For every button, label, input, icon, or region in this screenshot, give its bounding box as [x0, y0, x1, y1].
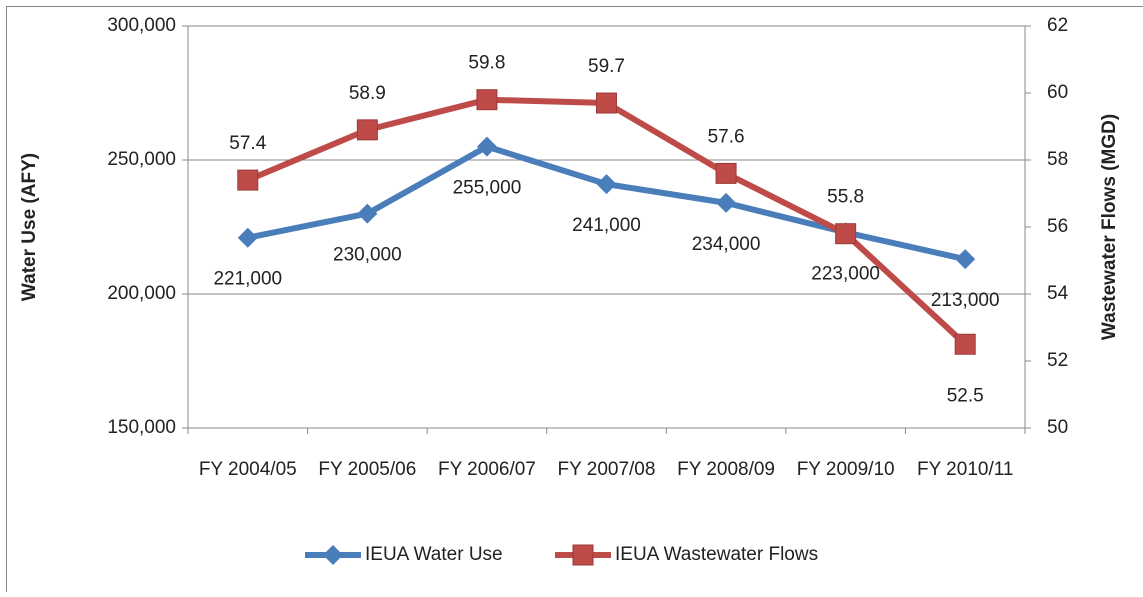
x-tick-label: FY 2005/06 — [318, 459, 416, 480]
y2-tick-label: 58 — [1047, 149, 1068, 170]
y2-tick-label: 54 — [1047, 283, 1069, 304]
data-label: 59.8 — [468, 53, 505, 74]
data-label: 241,000 — [572, 215, 641, 236]
data-point — [477, 90, 497, 110]
data-label: 230,000 — [333, 245, 402, 266]
data-label: 213,000 — [931, 290, 1000, 311]
data-point — [716, 163, 736, 183]
legend-marker — [573, 545, 593, 565]
data-point — [357, 120, 377, 140]
y2-tick-label: 50 — [1047, 417, 1068, 438]
x-tick-label: FY 2007/08 — [558, 459, 656, 480]
data-label: 58.9 — [349, 83, 386, 104]
data-label: 57.6 — [708, 126, 745, 147]
x-tick-label: FY 2010/11 — [917, 459, 1013, 480]
data-point — [836, 224, 856, 244]
y-tick-label: 150,000 — [107, 417, 176, 438]
data-label: 223,000 — [811, 263, 880, 284]
y2-tick-label: 60 — [1047, 82, 1068, 103]
x-tick-label: FY 2009/10 — [797, 459, 895, 480]
data-point — [597, 93, 617, 113]
legend-marker — [323, 545, 343, 565]
y2-tick-label: 56 — [1047, 216, 1068, 237]
x-tick-label: FY 2004/05 — [199, 459, 297, 480]
legend-label: IEUA Wastewater Flows — [615, 544, 818, 565]
y-axis-title: Water Use (AFY) — [19, 153, 40, 301]
data-label: 59.7 — [588, 56, 625, 77]
data-point — [955, 249, 975, 269]
data-point — [238, 170, 258, 190]
data-label: 55.8 — [827, 187, 864, 208]
x-tick-label: FY 2008/09 — [677, 459, 775, 480]
y-tick-label: 250,000 — [107, 149, 176, 170]
data-label: 221,000 — [213, 269, 282, 290]
y-tick-label: 200,000 — [107, 283, 176, 304]
data-label: 52.5 — [947, 385, 984, 406]
legend-label: IEUA Water Use — [365, 544, 503, 565]
data-label: 234,000 — [692, 234, 761, 255]
data-label: 255,000 — [453, 178, 522, 199]
y-tick-label: 300,000 — [107, 15, 176, 36]
y2-axis-title: Wastewater Flows (MGD) — [1099, 114, 1120, 340]
data-point — [955, 334, 975, 354]
data-point — [597, 174, 617, 194]
y2-tick-label: 62 — [1047, 15, 1068, 36]
data-point — [716, 193, 736, 213]
y2-tick-label: 52 — [1047, 350, 1068, 371]
x-tick-label: FY 2006/07 — [438, 459, 536, 480]
data-label: 57.4 — [229, 133, 266, 154]
data-point — [238, 228, 258, 248]
